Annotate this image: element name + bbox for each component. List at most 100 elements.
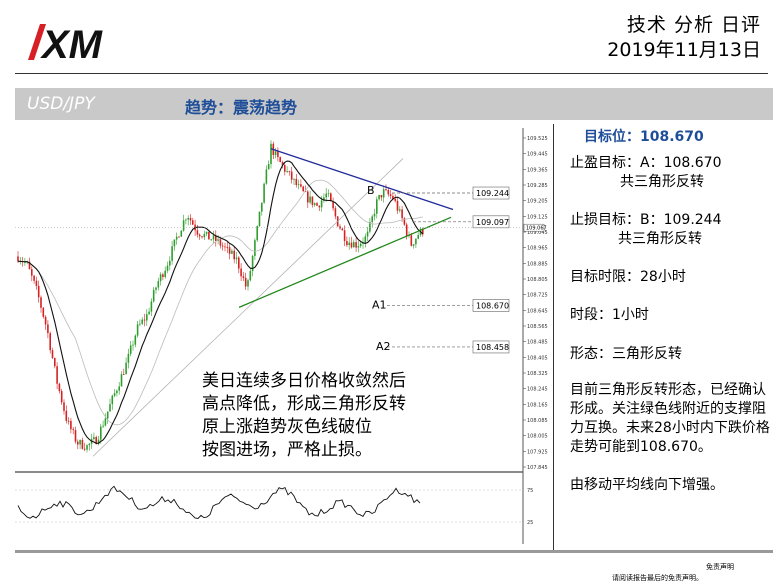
candle-body (180, 230, 183, 237)
price-tick-label: 109.205 (527, 199, 548, 205)
candle-body (118, 386, 120, 391)
candle-body (233, 250, 235, 260)
chart-annotation: 美日连续多日价格收敛然后高点降低，形成三角形反转原上涨趋势灰色线破位按图进场，严… (202, 371, 406, 460)
candle-body (376, 199, 378, 214)
candle-body (47, 324, 49, 334)
candle-body (320, 200, 323, 208)
candle-body (159, 274, 162, 282)
candle-body (267, 164, 270, 170)
candle-body (228, 247, 231, 254)
candle-body (77, 441, 79, 445)
candle-body (309, 196, 311, 203)
level-label: 108.458 (476, 343, 509, 352)
candle-body (297, 184, 300, 186)
candle-body (70, 420, 72, 430)
oscillator-line (17, 485, 421, 519)
candle-body (373, 213, 376, 217)
mark-a2: A2 (376, 340, 391, 353)
candle-body (141, 319, 143, 324)
candle-body (157, 281, 160, 288)
candle-body (313, 203, 316, 205)
mark-a1: A1 (372, 298, 387, 311)
candle-body (270, 143, 272, 165)
candle-body (417, 235, 419, 239)
candle-body (123, 374, 125, 375)
candle-body (410, 235, 413, 246)
candle-body (35, 280, 38, 286)
candle-body (97, 439, 100, 445)
xm-logo: XM (28, 23, 104, 64)
candle-body (343, 230, 346, 241)
price-tick-label: 108.805 (527, 277, 548, 283)
osc-tick-label: 25 (527, 520, 533, 526)
candle-body (169, 260, 171, 266)
candle-body (412, 244, 415, 246)
price-tick-label: 108.405 (527, 355, 548, 361)
candle-body (63, 402, 65, 411)
candle-body (178, 236, 180, 238)
candle-body (355, 242, 357, 248)
candle-body (284, 164, 286, 172)
candle-body (113, 393, 116, 396)
candle-body (281, 161, 284, 165)
candle-body (83, 448, 86, 450)
candle-body (300, 184, 302, 187)
title-bar (15, 88, 773, 120)
candle-body (58, 383, 61, 392)
candle-body (332, 201, 334, 209)
candle-body (307, 191, 309, 203)
candle-body (104, 418, 107, 426)
candle-body (261, 202, 263, 212)
candle-body (359, 243, 362, 247)
take-profit-note: 共三角形反转 (620, 174, 704, 190)
candlesticks (17, 140, 424, 453)
candle-body (210, 239, 212, 241)
candle-body (396, 200, 399, 211)
price-tick-label: 108.485 (527, 340, 548, 346)
candle-body (254, 240, 256, 256)
level-label: 109.244 (476, 189, 509, 198)
candle-body (175, 236, 178, 240)
logo-red-stripe (28, 24, 46, 60)
candle-body (235, 257, 238, 260)
candle-body (348, 242, 350, 246)
candle-body (189, 218, 192, 221)
currency-pair: USD/JPY (27, 94, 95, 114)
candle-body (399, 209, 401, 211)
price-tick-label: 108.245 (527, 387, 548, 393)
candle-body (318, 205, 321, 208)
candle-body (106, 411, 109, 419)
candle-body (139, 323, 141, 325)
price-tick-label: 108.645 (527, 308, 548, 314)
candle-body (171, 246, 173, 261)
candle-body (330, 193, 332, 202)
candle-body (394, 198, 396, 201)
candle-body (231, 250, 233, 254)
candle-body (302, 186, 304, 192)
price-tick-label: 109.525 (527, 136, 548, 142)
pattern: 形态：三角形反转 (570, 346, 682, 362)
candle-body (286, 171, 288, 172)
candle-body (116, 390, 118, 394)
price-tick-label: 108.725 (527, 293, 548, 299)
candle-body (226, 247, 229, 248)
timeframe: 时段：1小时 (570, 307, 649, 323)
candle-body (187, 218, 189, 220)
time-limit: 目标时限：28小时 (570, 269, 686, 285)
candle-body (120, 374, 123, 387)
candle-body (192, 220, 194, 225)
candle-body (304, 191, 307, 192)
candle-body (323, 197, 325, 201)
candle-body (212, 235, 215, 240)
candle-body (405, 224, 408, 236)
trend-label: 趋势：震荡趋势 (185, 98, 298, 117)
candle-body (205, 231, 208, 234)
candle-body (28, 261, 31, 270)
candle-body (371, 216, 373, 223)
annotation-line: 高点降低，形成三角形反转 (202, 394, 406, 414)
price-tick-label: 109.045 (527, 230, 548, 236)
candle-body (242, 276, 245, 278)
candle-body (81, 440, 84, 449)
candle-body (346, 240, 348, 246)
candle-body (185, 219, 187, 221)
